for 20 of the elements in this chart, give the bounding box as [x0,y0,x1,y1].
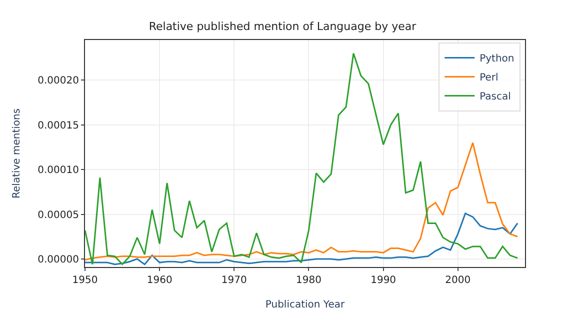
line-series [85,52,518,266]
x-tick-label: 1950 [72,275,98,286]
chart-title: Relative published mention of Language by year [148,20,417,34]
y-tick-label: 0.00015 [38,120,79,132]
y-tick-label: 0.00010 [38,165,79,176]
x-tick-label: 1990 [370,275,396,286]
x-tick-label: 1970 [221,275,247,286]
legend-label: Pascal [480,92,511,103]
x-axis-title: Publication Year [265,300,346,310]
x-tick-label: 2000 [445,275,471,286]
line-series [85,142,518,261]
legend-label: Python [480,54,514,65]
line-series [85,212,518,266]
y-tick-label: 0.00020 [38,76,79,87]
x-tick-label: 1960 [146,275,172,286]
y-axis-title: Relative mentions [12,108,23,199]
y-tick-label: 0.00000 [38,254,79,266]
y-tick-label: 0.00005 [38,210,79,221]
legend-label: Perl [480,72,498,84]
x-tick-label: 1980 [296,275,322,286]
